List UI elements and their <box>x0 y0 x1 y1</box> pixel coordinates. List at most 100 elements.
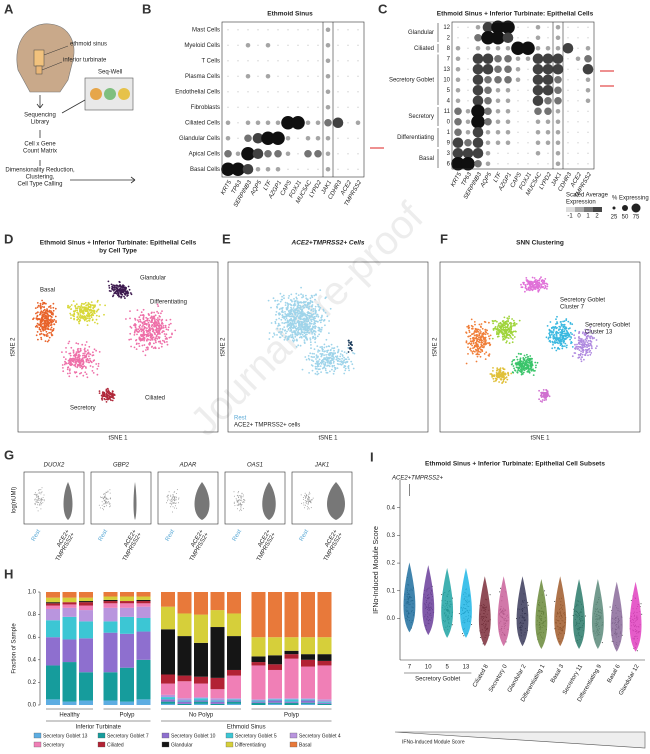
cell-point <box>101 396 104 398</box>
cell-point <box>276 334 278 336</box>
cell-point <box>342 362 344 365</box>
cell-point <box>590 330 593 332</box>
dot <box>227 106 229 109</box>
dot <box>577 68 579 71</box>
cell-point <box>288 295 290 297</box>
cell-point <box>55 320 57 322</box>
cell-point <box>43 322 45 325</box>
cell-point <box>535 364 537 367</box>
cell-point <box>344 365 347 368</box>
dot <box>495 129 501 135</box>
cell-point <box>73 371 76 373</box>
cell-point <box>153 311 156 314</box>
cell-point <box>158 322 161 325</box>
legend-label: Glandular <box>171 742 193 748</box>
dot <box>227 28 229 31</box>
cell-point <box>488 335 490 338</box>
cell-point <box>34 504 36 506</box>
cell-point <box>48 336 51 339</box>
cell-point <box>74 356 77 358</box>
violin <box>63 482 73 520</box>
cell-point <box>175 496 177 498</box>
cell-point <box>321 350 324 352</box>
dot <box>527 99 529 102</box>
dot <box>507 162 509 165</box>
row-label: Endothelial Cells <box>175 89 220 95</box>
cell-point <box>276 303 279 306</box>
cell-point <box>469 337 472 340</box>
cell-point <box>167 498 169 500</box>
cell-point <box>81 343 84 346</box>
dot <box>455 56 461 62</box>
cell-point <box>170 500 172 502</box>
cell-point <box>476 344 478 346</box>
cell-point <box>67 342 70 345</box>
dot <box>505 98 511 104</box>
cell-point <box>526 283 529 286</box>
x-tick-label: 7 <box>408 665 412 671</box>
cell-point <box>53 318 56 321</box>
bar-segment <box>103 672 118 701</box>
dot <box>504 65 512 74</box>
bar-segment <box>301 666 315 699</box>
cell-point <box>267 299 270 302</box>
dot <box>454 117 462 126</box>
cell-point <box>313 323 315 326</box>
cell-point <box>471 344 473 347</box>
cell-point <box>569 331 572 334</box>
cell-point <box>506 317 509 320</box>
legend-swatch <box>225 741 234 748</box>
bar-segment <box>194 700 208 702</box>
bar-segment <box>210 700 225 702</box>
cell-point <box>300 286 302 289</box>
cell-point <box>484 328 487 331</box>
cell-point <box>160 312 162 315</box>
dot <box>227 75 229 78</box>
cell-point <box>505 341 508 344</box>
annotation: Cluster 13 <box>585 330 613 336</box>
cell-point <box>324 367 327 370</box>
cell-point <box>489 594 491 596</box>
cell-point <box>503 330 506 332</box>
cell-point <box>305 494 307 496</box>
cell-point <box>467 335 470 338</box>
cell-point <box>129 317 131 320</box>
cell-point <box>295 322 297 325</box>
bar-segment <box>46 597 60 603</box>
cell-point <box>340 360 343 363</box>
cell-point <box>593 337 596 339</box>
bar-segment <box>161 629 175 675</box>
cell-point <box>296 307 299 309</box>
dot <box>567 99 569 102</box>
dot <box>517 162 519 165</box>
cell-point <box>38 327 41 329</box>
cell-point <box>107 501 109 503</box>
dot <box>545 129 551 135</box>
cell-point <box>322 360 325 363</box>
dot <box>265 120 271 126</box>
cell-point <box>590 344 592 347</box>
cell-point <box>533 284 536 286</box>
cell-point <box>280 318 283 321</box>
cell-point <box>89 365 92 367</box>
cell-point <box>50 326 53 329</box>
cell-point <box>104 493 106 495</box>
dot <box>325 166 331 172</box>
cell-point <box>512 319 515 322</box>
dot <box>505 87 511 93</box>
cell-point <box>239 504 241 506</box>
cell-point <box>36 507 38 509</box>
cell-point <box>317 315 320 318</box>
cell-point <box>507 328 510 331</box>
dot <box>532 53 544 65</box>
cell-point <box>128 338 131 341</box>
cell-point <box>545 336 548 339</box>
bar-segment <box>161 694 175 698</box>
cell-point <box>295 325 297 328</box>
cell-point <box>304 500 306 501</box>
cell-point <box>75 357 77 360</box>
cell-point <box>241 492 243 494</box>
cell-point <box>318 319 321 322</box>
cell-point <box>476 335 479 338</box>
cell-point <box>562 335 565 338</box>
